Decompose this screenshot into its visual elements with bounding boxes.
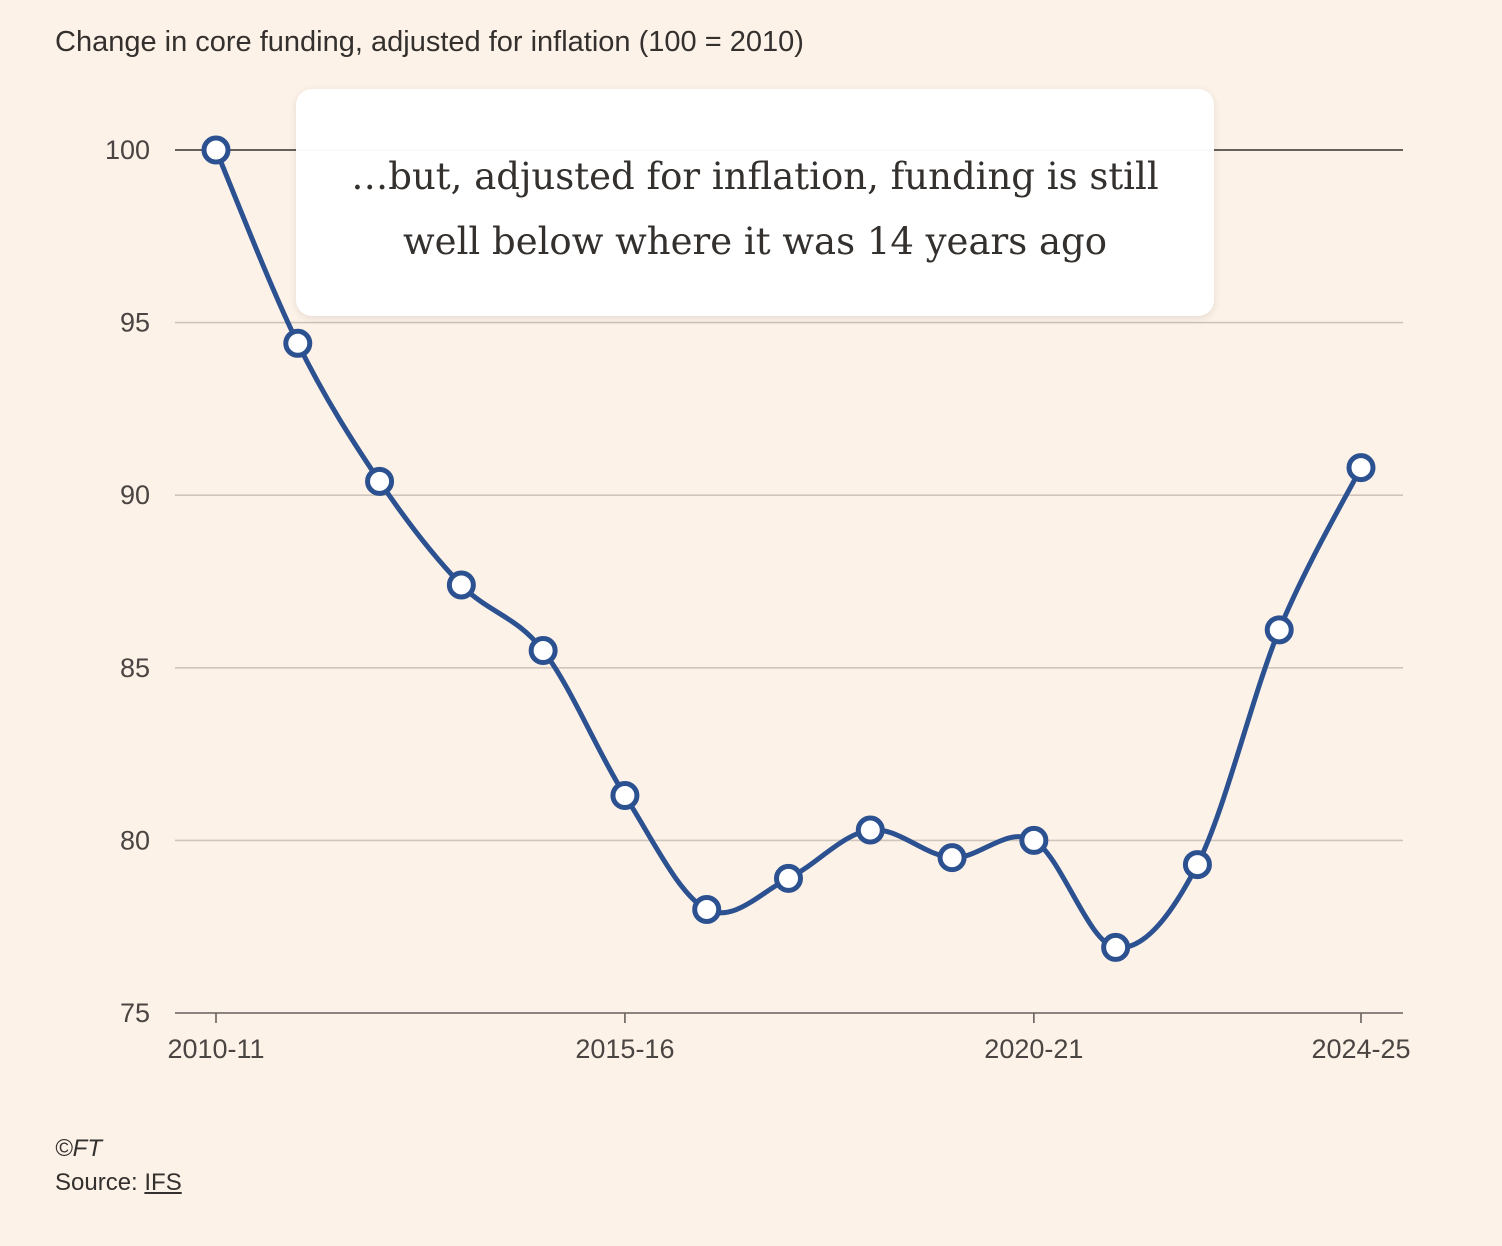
copyright-notice: ©FT bbox=[55, 1135, 103, 1162]
data-point-2014-15[interactable] bbox=[528, 636, 558, 666]
data-point-2011-12[interactable] bbox=[283, 328, 313, 358]
y-tick-label-90: 90 bbox=[120, 480, 150, 510]
x-tick-label-2010-11: 2010-11 bbox=[167, 1034, 264, 1064]
x-axis bbox=[175, 1012, 1403, 1023]
y-tick-label-75: 75 bbox=[120, 998, 150, 1028]
source-label: Source: bbox=[55, 1169, 145, 1196]
data-point-2015-16[interactable] bbox=[610, 781, 640, 811]
x-axis-labels: 2010-11 2015-16 2020-21 2024-25 bbox=[167, 1034, 1410, 1064]
data-points bbox=[201, 135, 1376, 962]
data-point-2016-17[interactable] bbox=[692, 894, 722, 924]
x-tick-label-2024-25: 2024-25 bbox=[1311, 1034, 1410, 1064]
data-point-2022-23[interactable] bbox=[1182, 850, 1212, 880]
source-line: Source: IFS bbox=[55, 1166, 182, 1200]
annotation-box: …but, adjusted for inflation, funding is… bbox=[296, 89, 1214, 316]
x-tick-label-2015-16: 2015-16 bbox=[575, 1034, 674, 1064]
data-point-2019-20[interactable] bbox=[937, 843, 967, 873]
data-point-2021-22[interactable] bbox=[1101, 932, 1131, 962]
chart-subtitle: Change in core funding, adjusted for inf… bbox=[55, 26, 804, 58]
data-point-2012-13[interactable] bbox=[365, 466, 395, 496]
annotation-text-line-1: …but, adjusted for inflation, funding is… bbox=[351, 155, 1159, 198]
y-axis-labels: 75 80 85 90 95 100 bbox=[105, 135, 150, 1028]
data-point-2010-11[interactable] bbox=[201, 135, 231, 165]
y-tick-label-100: 100 bbox=[105, 135, 150, 165]
x-tick-label-2020-21: 2020-21 bbox=[984, 1034, 1083, 1064]
annotation-text-line-2: well below where it was 14 years ago bbox=[403, 220, 1107, 263]
data-point-2013-14[interactable] bbox=[446, 570, 476, 600]
source-link[interactable]: IFS bbox=[144, 1169, 182, 1196]
data-point-2024-25[interactable] bbox=[1346, 453, 1376, 483]
y-tick-label-95: 95 bbox=[120, 308, 150, 338]
data-point-2023-24[interactable] bbox=[1264, 615, 1294, 645]
data-point-2020-21[interactable] bbox=[1019, 825, 1049, 855]
y-tick-label-85: 85 bbox=[120, 653, 150, 683]
data-point-2018-19[interactable] bbox=[855, 815, 885, 845]
y-tick-label-80: 80 bbox=[120, 825, 150, 855]
data-point-2017-18[interactable] bbox=[774, 863, 803, 893]
footer: ©FT Source: IFS bbox=[55, 1132, 182, 1200]
